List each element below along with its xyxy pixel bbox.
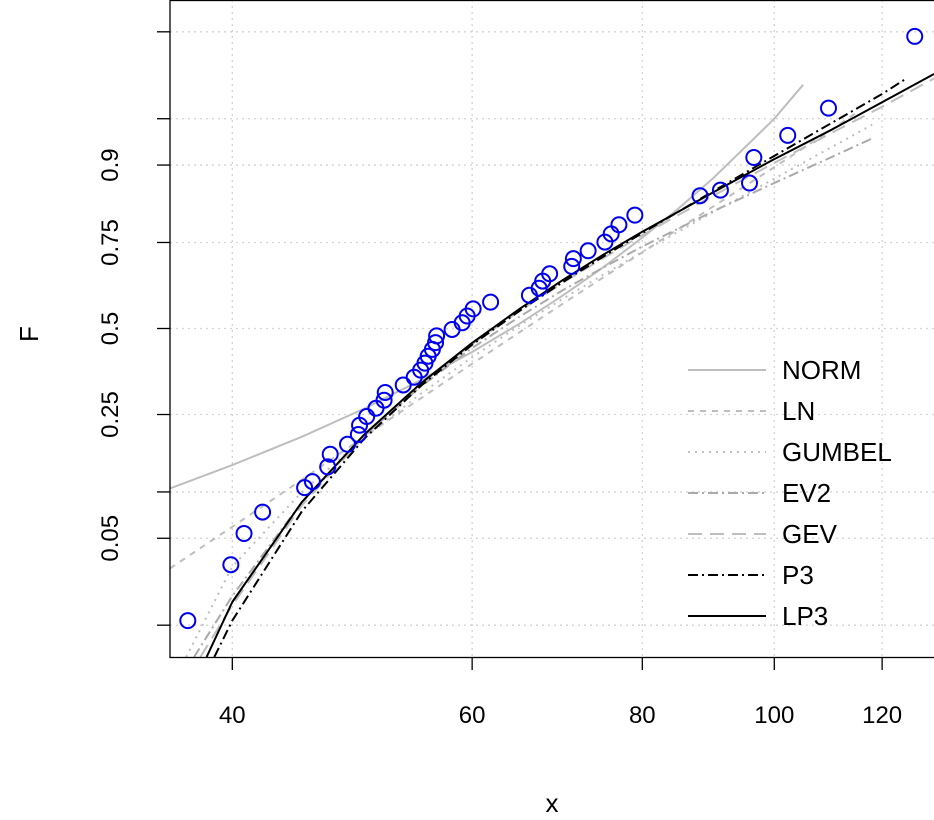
data-point (906, 27, 924, 45)
x-axis-title: x (546, 788, 559, 818)
data-point (254, 503, 272, 521)
y-tick-label: 0.25 (97, 391, 124, 438)
legend-label: NORM (782, 355, 861, 385)
y-axis-title: F (14, 326, 44, 342)
data-point (349, 425, 367, 443)
series-line-ln (169, 111, 858, 570)
data-point (376, 383, 394, 401)
x-tick-label: 120 (862, 702, 902, 729)
data-point (482, 293, 500, 311)
data-point (321, 445, 339, 463)
x-tick-label: 40 (219, 702, 246, 729)
series-line-norm (169, 84, 804, 490)
data-point (610, 216, 628, 234)
legend-label: LN (782, 396, 815, 426)
y-tick-label: 0.75 (97, 219, 124, 266)
series-line-ev2 (193, 137, 873, 658)
y-tick-label: 0.9 (97, 148, 124, 181)
series-layer (169, 73, 934, 658)
series-line-gumbel (185, 123, 873, 658)
data-point (563, 257, 581, 275)
data-point (711, 181, 729, 199)
data-point (179, 612, 197, 630)
x-tick-label: 80 (629, 702, 656, 729)
data-point (319, 458, 337, 476)
legend: NORM LN GUMBEL EV2 GEV P3 LP3 (688, 355, 892, 631)
data-point (235, 524, 253, 542)
points-layer (179, 27, 924, 630)
series-line-p3 (213, 77, 907, 658)
data-point (626, 206, 644, 224)
legend-label: EV2 (782, 478, 831, 508)
y-tick-label: 0.05 (97, 515, 124, 562)
data-point (222, 556, 240, 574)
y-tick-label: 0.5 (97, 312, 124, 345)
grid-layer (170, 0, 934, 657)
axis-layer: 40 60 80 100 120 0.05 0.25 0.5 0.75 0.9 (97, 31, 902, 729)
data-point (745, 149, 763, 167)
data-point (541, 265, 559, 283)
data-point (375, 391, 393, 409)
legend-label: GEV (782, 519, 838, 549)
legend-label: P3 (782, 560, 814, 590)
data-point (339, 435, 357, 453)
data-point (579, 242, 597, 260)
legend-label: LP3 (782, 601, 828, 631)
data-point (779, 126, 797, 144)
series-line-lp3 (205, 73, 934, 658)
x-tick-label: 60 (459, 702, 486, 729)
data-point (303, 473, 321, 491)
data-point (564, 250, 582, 268)
data-point (428, 327, 446, 345)
x-tick-label: 100 (754, 702, 794, 729)
data-point (358, 408, 376, 426)
data-point (394, 376, 412, 394)
data-point (464, 300, 482, 318)
data-point (820, 99, 838, 117)
data-point (427, 334, 445, 352)
data-point (691, 187, 709, 205)
data-point (741, 174, 759, 192)
legend-label: GUMBEL (782, 437, 892, 467)
